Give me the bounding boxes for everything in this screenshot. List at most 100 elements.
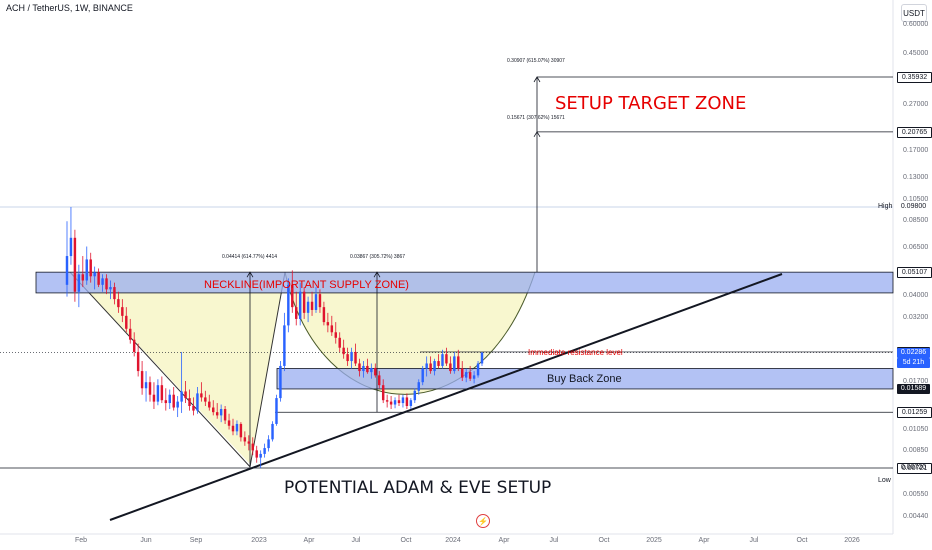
candle-body [180, 391, 183, 402]
currency-button[interactable]: USDT [901, 4, 927, 22]
candle-body [358, 363, 361, 372]
candle-body [267, 439, 270, 449]
measurement-label: 0.15671 (307.62%) 15671 [507, 115, 565, 121]
price-tag: 0.02286 [897, 347, 930, 358]
candle-body [346, 354, 349, 362]
candle-body [302, 291, 306, 313]
price-tick-label: 0.00850 [903, 447, 929, 455]
adam-fill [70, 272, 285, 465]
candle-body [121, 307, 124, 316]
candle-body [184, 391, 187, 399]
price-tick-label: 0.17000 [903, 147, 929, 155]
candle-body [251, 443, 254, 451]
candle-body [393, 400, 397, 405]
candle-body [366, 365, 369, 373]
candle-body [235, 423, 239, 432]
candle-body [433, 361, 436, 372]
candle-body [291, 284, 294, 308]
candle-body [468, 372, 472, 379]
candle-body [441, 354, 444, 366]
measurement-label: 0.04414 (614.77%) 4414 [222, 254, 278, 260]
candle-body [85, 259, 88, 281]
candle-body [212, 407, 215, 413]
candle-body [437, 361, 440, 366]
candle-body [425, 363, 428, 369]
candle-body [196, 393, 199, 411]
candle-body [318, 294, 322, 308]
high-label: High [878, 203, 893, 210]
price-tag: 0.00720 [900, 464, 927, 472]
candle-body [73, 237, 77, 292]
countdown-tag: 5d 21h [897, 357, 930, 368]
candle-body [310, 301, 314, 310]
time-tick-label: Oct [796, 537, 808, 544]
candle-body [140, 371, 144, 389]
candle-body [421, 368, 424, 383]
price-tick-label: 0.10500 [903, 195, 929, 203]
pattern-label: POTENTIAL ADAM & EVE SETUP [284, 478, 552, 498]
candle-body [287, 284, 290, 326]
neckline-label: NECKLINE(IMPORTANT SUPPLY ZONE) [204, 279, 409, 291]
candle-body [65, 256, 69, 285]
candle-body [374, 367, 377, 376]
chart-title: ACH / TetherUS, 1W, BINANCE [6, 3, 133, 13]
candle-body [223, 409, 227, 421]
candle-body [389, 401, 393, 405]
time-tick-label: Apr [498, 537, 510, 544]
candle-body [476, 363, 480, 376]
candle-body [314, 294, 318, 310]
candle-body [81, 274, 85, 281]
candle-body [405, 397, 409, 407]
candle-body [144, 382, 148, 389]
candle-body [125, 315, 128, 329]
candle-body [259, 453, 262, 458]
target-zone-label: SETUP TARGET ZONE [555, 93, 747, 114]
time-tick-label: Apr [698, 537, 710, 544]
candle-body [192, 406, 195, 411]
time-tick-label: Apr [303, 537, 315, 544]
price-tag: 0.01259 [897, 407, 932, 419]
candle-body [453, 356, 456, 372]
candle-body [219, 409, 223, 416]
candle-body [461, 368, 464, 378]
price-tick-label: 0.01050 [903, 425, 929, 433]
measurement-label: 0.03867 (305.72%) 3867 [350, 254, 406, 260]
measurement-arrow [246, 271, 254, 278]
price-tick-label: 0.06500 [903, 243, 929, 251]
candle-body [279, 365, 282, 399]
time-tick-label: Jun [140, 537, 152, 544]
candle-body [97, 272, 100, 285]
measurement-label: 0.30907 (615.07%) 30907 [507, 58, 565, 64]
time-tick-label: 2024 [445, 537, 461, 544]
candle-body [263, 448, 266, 454]
candle-body [105, 278, 108, 290]
candle-body [330, 325, 334, 333]
candle-body [69, 237, 73, 257]
candle-body [413, 390, 417, 401]
candle-body [326, 322, 330, 326]
candle-body [472, 375, 476, 379]
candle-body [148, 382, 152, 395]
candle-body [113, 287, 116, 300]
candle-body [306, 301, 310, 313]
price-tick-label: 0.00550 [903, 490, 929, 498]
candle-body [350, 351, 353, 362]
candle-body [188, 398, 191, 407]
candle-body [401, 397, 405, 404]
measurement-arrow [373, 271, 381, 278]
resistance-label: Immediate resistance level [528, 348, 623, 357]
candle-body [275, 398, 278, 424]
eve-curve [284, 272, 536, 395]
time-tick-label: 2025 [646, 537, 662, 544]
candle-body [117, 299, 120, 308]
candle-body [247, 441, 251, 444]
price-tick-label: 0.03200 [903, 314, 929, 322]
candle-body [101, 278, 104, 285]
time-tick-label: Jul [549, 537, 559, 544]
trendline [109, 273, 783, 521]
candle-body [378, 375, 381, 386]
time-tick-label: Feb [74, 537, 88, 544]
candle-body [397, 400, 401, 404]
